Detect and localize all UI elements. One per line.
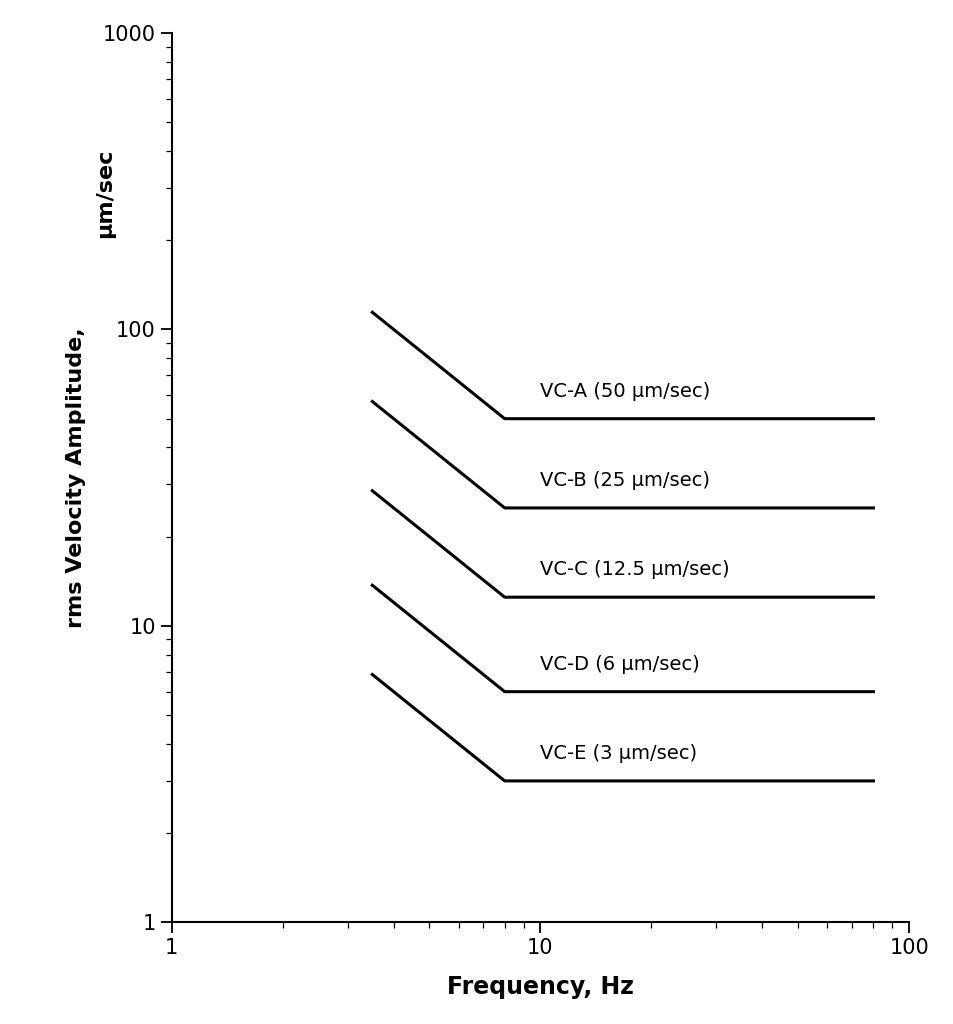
Text: VC-A (50 μm/sec): VC-A (50 μm/sec): [539, 382, 710, 400]
Text: rms Velocity Amplitude,: rms Velocity Amplitude,: [66, 328, 86, 628]
X-axis label: Frequency, Hz: Frequency, Hz: [447, 975, 633, 999]
Text: VC-B (25 μm/sec): VC-B (25 μm/sec): [539, 471, 710, 489]
Text: VC-D (6 μm/sec): VC-D (6 μm/sec): [539, 654, 700, 674]
Text: VC-C (12.5 μm/sec): VC-C (12.5 μm/sec): [539, 560, 729, 580]
Text: μm/sec: μm/sec: [95, 148, 115, 238]
Text: VC-E (3 μm/sec): VC-E (3 μm/sec): [539, 743, 697, 763]
